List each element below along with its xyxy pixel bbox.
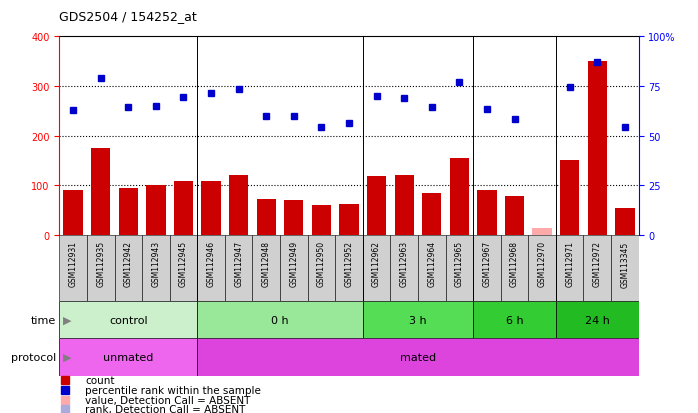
Bar <box>445 235 473 301</box>
Text: GSM112964: GSM112964 <box>427 241 436 287</box>
Text: GSM112950: GSM112950 <box>317 241 326 287</box>
Text: mated: mated <box>400 352 436 362</box>
Text: protocol: protocol <box>10 352 56 362</box>
Text: GSM112942: GSM112942 <box>124 241 133 287</box>
Bar <box>556 235 584 301</box>
Text: GSM112968: GSM112968 <box>510 241 519 287</box>
Bar <box>198 235 225 301</box>
Bar <box>312 206 331 235</box>
Bar <box>528 235 556 301</box>
Text: GDS2504 / 154252_at: GDS2504 / 154252_at <box>59 10 197 23</box>
Text: unmated: unmated <box>103 352 154 362</box>
Text: count: count <box>85 375 115 385</box>
Bar <box>560 161 579 235</box>
Bar <box>114 235 142 301</box>
Bar <box>198 301 363 339</box>
Bar <box>59 339 198 376</box>
Text: GSM112963: GSM112963 <box>400 241 408 287</box>
Text: 24 h: 24 h <box>585 315 610 325</box>
Text: 6 h: 6 h <box>506 315 524 325</box>
Bar <box>147 186 165 235</box>
Text: ▶: ▶ <box>56 352 71 362</box>
Bar <box>505 197 524 235</box>
Text: 3 h: 3 h <box>409 315 426 325</box>
Bar <box>611 235 639 301</box>
Bar <box>473 235 500 301</box>
Bar <box>59 235 87 301</box>
Bar <box>615 208 634 235</box>
Bar <box>363 301 473 339</box>
Text: GSM112931: GSM112931 <box>68 241 77 287</box>
Bar <box>418 235 445 301</box>
Text: GSM112967: GSM112967 <box>482 241 491 287</box>
Text: GSM112935: GSM112935 <box>96 241 105 287</box>
Bar <box>367 177 386 235</box>
Bar <box>170 235 198 301</box>
Text: GSM112946: GSM112946 <box>207 241 216 287</box>
Text: time: time <box>31 315 56 325</box>
Bar <box>363 235 390 301</box>
Bar <box>198 339 639 376</box>
Bar <box>202 182 221 235</box>
Text: GSM112965: GSM112965 <box>455 241 464 287</box>
Bar <box>588 62 607 235</box>
Bar <box>142 235 170 301</box>
Bar <box>253 235 280 301</box>
Bar <box>584 235 611 301</box>
Text: GSM112949: GSM112949 <box>290 241 298 287</box>
Bar <box>335 235 363 301</box>
Bar <box>339 204 359 235</box>
Bar <box>225 235 253 301</box>
Bar <box>280 235 308 301</box>
Bar <box>174 182 193 235</box>
Text: GSM112962: GSM112962 <box>372 241 381 287</box>
Bar <box>394 176 414 235</box>
Text: rank, Detection Call = ABSENT: rank, Detection Call = ABSENT <box>85 404 246 413</box>
Text: GSM112972: GSM112972 <box>593 241 602 287</box>
Bar <box>473 301 556 339</box>
Bar <box>229 176 248 235</box>
Text: control: control <box>109 315 147 325</box>
Text: ▶: ▶ <box>56 315 71 325</box>
Bar <box>119 188 138 235</box>
Bar <box>64 191 83 235</box>
Bar <box>87 235 114 301</box>
Text: 0 h: 0 h <box>272 315 289 325</box>
Text: GSM112952: GSM112952 <box>345 241 353 287</box>
Bar <box>422 193 441 235</box>
Bar <box>284 201 304 235</box>
Bar <box>308 235 335 301</box>
Bar <box>477 191 496 235</box>
Text: percentile rank within the sample: percentile rank within the sample <box>85 385 261 395</box>
Text: GSM112948: GSM112948 <box>262 241 271 287</box>
Bar <box>450 159 469 235</box>
Bar <box>533 228 551 235</box>
Bar <box>91 149 110 235</box>
Text: value, Detection Call = ABSENT: value, Detection Call = ABSENT <box>85 395 251 405</box>
Bar <box>390 235 418 301</box>
Text: GSM113345: GSM113345 <box>621 241 630 287</box>
Text: GSM112947: GSM112947 <box>234 241 243 287</box>
Text: GSM112943: GSM112943 <box>151 241 161 287</box>
Bar <box>556 301 639 339</box>
Text: GSM112971: GSM112971 <box>565 241 574 287</box>
Bar <box>500 235 528 301</box>
Text: GSM112970: GSM112970 <box>537 241 547 287</box>
Bar <box>257 200 276 235</box>
Text: GSM112945: GSM112945 <box>179 241 188 287</box>
Bar <box>59 301 198 339</box>
